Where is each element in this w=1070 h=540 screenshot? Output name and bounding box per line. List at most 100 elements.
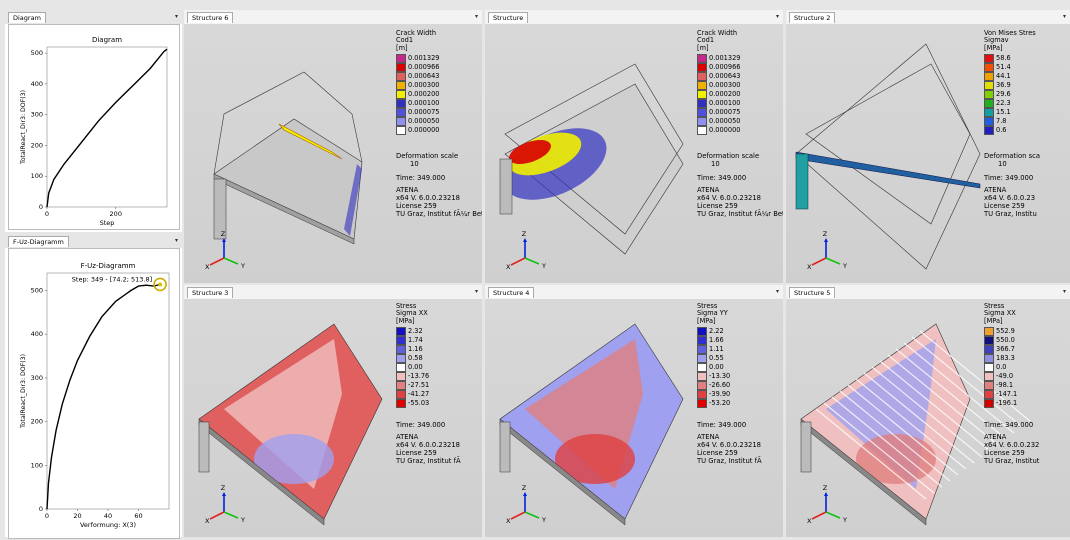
info-line: TU Graz, Institut fÃ — [697, 457, 762, 465]
3d-viewport[interactable]: Z X Y Stress Sigma XX [MPa] 552.9 550.0 366.7 183… — [786, 299, 1070, 537]
y-tick-label: 200 — [31, 141, 43, 149]
tab-diagram[interactable]: Diagram — [8, 12, 46, 23]
3d-viewport[interactable]: Z X Y Crack Width Cod1 [m] 0.001329 0.000966 0.0… — [485, 24, 783, 283]
3d-viewport[interactable]: Z X Y Crack Width Cod1 [m] 0.001329 0.000966 0.0… — [184, 24, 482, 283]
scale-value: -147.1 — [996, 390, 1018, 398]
dropdown-icon[interactable]: ▾ — [474, 288, 478, 295]
scale-value: 0.001329 — [709, 54, 741, 62]
tab-structure[interactable]: Structure 5 — [789, 287, 836, 298]
legend-title-line: [MPa] — [396, 316, 415, 325]
scale-swatch — [984, 90, 994, 99]
dropdown-icon[interactable]: ▾ — [775, 13, 779, 20]
y-tick-label: 400 — [31, 330, 43, 338]
legend-title-line: Crack Width — [697, 29, 738, 37]
scale-value: 366.7 — [996, 345, 1015, 353]
scale-value: 1.74 — [408, 336, 423, 344]
axis-triad: Z X Y — [205, 484, 245, 525]
beam-band — [795, 151, 981, 189]
info-line: Deformation sca — [984, 152, 1041, 160]
z-axis-head — [523, 492, 527, 496]
scale-swatch — [697, 399, 707, 408]
x-tick-label: 40 — [104, 512, 112, 520]
y-axis-line — [524, 257, 540, 265]
scale-value: 0.000050 — [709, 117, 741, 125]
stress-region-2 — [254, 434, 334, 484]
scale-swatch — [984, 336, 994, 345]
column — [213, 178, 227, 240]
rebar-line — [887, 354, 999, 446]
scale-swatch — [396, 126, 406, 135]
dropdown-icon[interactable]: ▾ — [174, 237, 178, 244]
info-line: x64 V. 6.0.0.232 — [984, 441, 1040, 449]
info-line: 10 — [410, 160, 419, 168]
axis-triad: Z X Y — [205, 230, 245, 271]
tab-structure[interactable]: Structure 2 — [789, 12, 836, 23]
scale-value: -98.1 — [996, 381, 1014, 389]
info-line: Deformation scale — [396, 152, 459, 160]
scale-value: 0.000075 — [408, 108, 440, 116]
scale-swatch — [396, 372, 406, 381]
3d-viewport[interactable]: Z X Y Stress Sigma XX [MPa] 2.32 1.74 1.16 0.58 0.… — [184, 299, 482, 537]
pane-tabbar: Structure 3 ▾ — [184, 285, 482, 300]
rebar-line — [839, 390, 951, 482]
scale-value: -53.20 — [709, 399, 731, 407]
dropdown-icon[interactable]: ▾ — [1062, 288, 1066, 295]
tab-structure[interactable]: Structure 3 — [187, 287, 234, 298]
legend-title-line: [m] — [697, 43, 709, 52]
x-axis-line — [811, 257, 827, 266]
dropdown-icon[interactable]: ▾ — [1062, 13, 1066, 20]
pane-tabbar: Structure 6 ▾ — [184, 10, 482, 25]
scale-value: 552.9 — [996, 327, 1015, 335]
column — [499, 158, 513, 215]
rebar-line — [871, 366, 983, 458]
scale-value: -26.60 — [709, 381, 731, 389]
scale-swatch — [984, 381, 994, 390]
dropdown-icon[interactable]: ▾ — [474, 13, 478, 20]
scale-value: -49.0 — [996, 372, 1014, 380]
pin-icon[interactable]: ▾ — [174, 13, 178, 20]
dropdown-icon[interactable]: ▾ — [775, 288, 779, 295]
scale-swatch — [984, 354, 994, 363]
scale-value: 183.3 — [996, 354, 1015, 362]
result-legend: Stress Sigma XX [MPa] 2.32 1.74 1.16 0.58 0.00-… — [396, 302, 429, 408]
info-line: License 259 — [396, 202, 437, 210]
x-axis-label: Verformung: X(3) — [80, 521, 136, 529]
scale-value: 2.22 — [709, 327, 724, 335]
scale-value: 0.000643 — [709, 72, 741, 80]
tab-structure[interactable]: Structure 4 — [488, 287, 535, 298]
y-tick-label: 100 — [31, 172, 43, 180]
stress-region-2 — [856, 434, 936, 484]
tab-structure[interactable]: Structure 6 — [187, 12, 234, 23]
model-info: Time: 349.000 ATENA x64 V. 6.0.0.23218 Lice… — [396, 421, 461, 465]
scale-value: 0.000300 — [408, 81, 440, 89]
legend-title-line: Cod1 — [396, 36, 414, 45]
info-line: License 259 — [697, 202, 738, 210]
3d-model-render: Z X Y — [499, 63, 684, 271]
cursor-marker — [153, 277, 167, 292]
rebar-line — [863, 372, 975, 464]
model-info: Deformation sca 10 Time: 349.000 ATENA x64 V… — [984, 152, 1040, 218]
scale-swatch — [984, 345, 994, 354]
model-info: Time: 349.000 ATENA x64 V. 6.0.0.23218 Lice… — [697, 421, 762, 465]
f-uz-chart: F-Uz-Diagramm 0 100 200 300 400 500 0 20 40 60Verf… — [20, 262, 170, 529]
legend-title-line: Von Mises Stres — [984, 29, 1036, 37]
info-line: x64 V. 6.0.0.23218 — [697, 194, 762, 202]
3d-viewport[interactable]: Z X Y Stress Sigma YY [MPa] 2.22 1.66 1.11 0.55 0.… — [485, 299, 783, 537]
result-legend: Von Mises Stres Sigmav [MPa] 58.6 51.4 44.1 36… — [984, 29, 1036, 135]
result-legend: Crack Width Cod1 [m] 0.001329 0.000966 0.0006… — [697, 29, 740, 135]
x-tick-label: 200 — [110, 210, 122, 218]
info-line: ATENA — [697, 186, 720, 194]
legend-title-line: Cod1 — [697, 36, 715, 45]
scale-swatch — [984, 54, 994, 63]
column — [800, 421, 812, 473]
tab-structure[interactable]: Structure — [488, 12, 529, 23]
3d-viewport[interactable]: Z X Y Von Mises Stres Sigmav [MPa] 58.6 51.4 44.… — [786, 24, 1070, 283]
rebar-line — [855, 378, 967, 470]
scale-value: 2.32 — [408, 327, 423, 335]
scale-swatch — [984, 99, 994, 108]
y-axis-line — [524, 511, 540, 519]
info-line: License 259 — [697, 449, 738, 457]
rebar-line — [903, 342, 1015, 434]
scale-swatch — [984, 117, 994, 126]
tab-f-uz-diagramm[interactable]: F-Uz-Diagramm — [8, 236, 69, 247]
